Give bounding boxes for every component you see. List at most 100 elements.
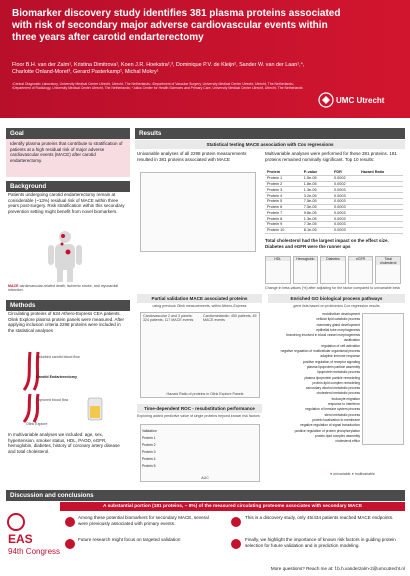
roc-labels: Validation Protein 1 Protein 2 Protein 3 Pro… <box>142 428 172 470</box>
covariate-caption: Change in beta-values (%) after adjustin… <box>265 286 400 290</box>
discussion-point: Finally, we highlight the importance of … <box>245 537 396 548</box>
validation-plot-panel <box>140 312 260 398</box>
discussion-heading: Discussion and conclusions <box>6 490 405 501</box>
table-cell <box>359 204 403 211</box>
pathway-label go-item: sterol metabolic process <box>324 412 360 417</box>
table-cell: Protein 9 <box>265 221 302 228</box>
go-legend: ● univariable ● multivariable <box>330 472 405 476</box>
pathway-label go-item: cholesterol metabolic process <box>316 391 360 396</box>
table-cell: 0.0003 <box>332 186 359 194</box>
pathway-label go-item: negative regulation of signal transducti… <box>300 423 360 428</box>
table-cell: 0.0003 <box>332 209 359 217</box>
table-header-cell: Protein <box>265 170 302 176</box>
pathway-label go-item: negative regulation of multicellular org… <box>280 349 360 354</box>
table-cell: 0.0003 <box>332 192 359 199</box>
table-cell <box>359 186 403 194</box>
roc-label: Protein 1 <box>142 436 156 440</box>
pathway-list: endothelium development cellular lipid ca… <box>268 312 360 444</box>
table-cell: 7.3e-05 <box>301 221 333 228</box>
table-row: Protein 8 1.3e-05 0.0003 <box>265 215 403 223</box>
mace-caption: MACE cardiovascular-related death, ische… <box>8 284 128 293</box>
table-cell: Protein 7 <box>265 209 302 217</box>
table-row: Protein 3 1.3e-05 0.0003 <box>265 186 403 194</box>
results-table: Protein P-value FDR Hazard Ratio Protein 1 1.… <box>265 170 403 234</box>
pathway-label go-item: adaptive immune response <box>320 354 360 359</box>
congress-name: EAS <box>8 532 33 546</box>
cox-heading: Statistical testing MACE association wit… <box>135 140 405 149</box>
figure-label: Olink Explore <box>26 422 48 426</box>
discussion-point: Among these potential biomarkers for sec… <box>78 515 209 526</box>
methods-figure <box>22 351 103 423</box>
roc-plot-panel <box>140 424 260 482</box>
pathway-label go-item: lipoprotein metabolic process <box>317 370 360 375</box>
discussion-icons <box>65 517 75 549</box>
figure-label: disturbed carotid blood flow <box>36 355 80 359</box>
figure-label: Carotid Endarterectomy <box>36 375 77 379</box>
cohort-label: Cardiovascular 2 and 3 panels: 324 patie… <box>143 314 194 323</box>
go-subtitle: gene lists based on proteomics Cox regre… <box>293 304 380 308</box>
table-cell: 0.0003 <box>332 215 359 223</box>
table-row: Protein 10 8.1e-05 0.0003 <box>265 227 403 234</box>
legend-entry: univariable <box>333 472 351 476</box>
pathway-label go-item: endothelium development <box>322 312 360 316</box>
logo-text: UMC Utrecht <box>336 96 385 105</box>
table-cell: 0.0003 <box>332 227 359 234</box>
pathway-label go-item: mammary gland development <box>316 322 360 327</box>
table-cell: 0.0002 <box>332 181 359 188</box>
cohort-label: Cardiometabolic: 450 patients, 45 MACE e… <box>203 314 257 323</box>
table-cell <box>359 181 403 188</box>
table-row: Protein 1 1.5e-05 0.0002 <box>265 175 403 182</box>
methods-heading: Methods <box>6 300 130 311</box>
table-cell: 7.5e-05 <box>301 198 333 205</box>
roc-heading: Time-dependent ROC - resubstitution perf… <box>137 404 262 413</box>
covariate-panels: HDL Hemoglobin Diabetes eGFR Total cholester… <box>265 256 403 284</box>
table-header-cell: P-value <box>301 170 333 176</box>
roc-label: Protein 2 <box>142 443 156 447</box>
results-heading: Results <box>135 128 405 139</box>
logo-icon <box>318 92 334 108</box>
pathway-label go-item: ossification <box>343 338 360 343</box>
table-cell <box>359 175 403 182</box>
table-cell: 0.0002 <box>332 175 359 182</box>
table-row: Protein 7 9.8e-05 0.0003 <box>265 209 403 217</box>
pathway-label go-item: protein localization to membrane <box>312 417 360 422</box>
mace-definition: cardiovascular-related death, ischemic s… <box>8 284 119 293</box>
pathway-label go-item: plasma lipoprotein particle remodeling <box>304 375 360 380</box>
pathway-label go-item: response to interferon <box>327 402 360 407</box>
table-cell: Protein 6 <box>265 204 302 211</box>
covariate-panel-label: Hemoglobin <box>293 257 318 261</box>
covariate-panel: Diabetes <box>320 256 346 284</box>
pathway-label go-item: plasma lipoprotein particle assembly <box>306 364 360 369</box>
table-cell <box>359 209 403 217</box>
congress-icon <box>7 513 25 531</box>
pathway-label go-item: cholesterol efflux <box>335 439 360 444</box>
discussion-point: This is a discovery study, only 45/434 p… <box>245 515 394 520</box>
table-cell: 1.8e-05 <box>301 181 333 188</box>
covariate-panel: eGFR <box>347 256 374 284</box>
validation-heading: Partial validation MACE associated prote… <box>137 294 262 303</box>
multivariable-text: Multivariable analyses were performed fo… <box>265 151 397 162</box>
go-heading: Enriched GO biological process pathways <box>268 294 405 303</box>
legend-marker: ● <box>351 472 354 476</box>
table-cell <box>359 221 403 228</box>
covariate-panel-label: HDL <box>266 257 290 261</box>
table-header-cell: FDR <box>332 170 359 176</box>
methods-text: Circulating proteins of 634 Athero-Expre… <box>8 311 125 333</box>
table-header-cell: Hazard Ratio <box>359 170 403 176</box>
volcano-plot-panel <box>140 172 256 252</box>
table-cell: 9.8e-05 <box>301 209 333 217</box>
legend-marker: ● <box>330 472 333 476</box>
table-row: Protein 5 7.5e-05 0.0003 <box>265 198 403 205</box>
table-cell: 3.2e-05 <box>301 192 333 199</box>
table-cell: 0.0003 <box>332 204 359 211</box>
table-cell: 1.3e-05 <box>301 186 333 194</box>
table-cell: Protein 2 <box>265 181 302 188</box>
goal-heading: Goal <box>6 128 130 139</box>
table-cell: Protein 10 <box>265 227 302 234</box>
covariate-panel: Hemoglobin <box>292 256 319 284</box>
header: Biomarker discovery study identifies 381… <box>0 0 410 118</box>
table-header-row: Protein P-value FDR Hazard Ratio <box>265 170 403 176</box>
affiliations: ¹Central Diagnostic Laboratory, Universi… <box>12 82 303 91</box>
pathway-label go-item: positive regulation of protein phosphory… <box>294 428 360 433</box>
